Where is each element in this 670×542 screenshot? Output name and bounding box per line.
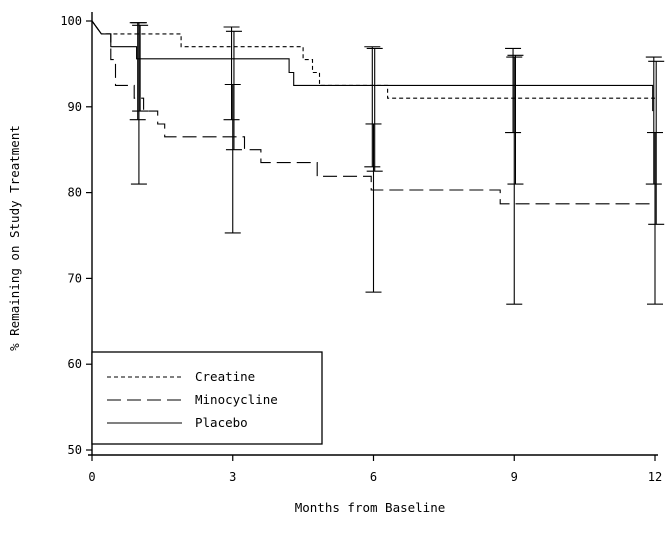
legend: Creatine Minocycline Placebo [91, 351, 323, 445]
error-bar-minocycline [224, 83, 241, 234]
x-axis-label: Months from Baseline [295, 500, 446, 515]
x-tick-label: 12 [648, 470, 662, 484]
error-bar-minocycline [130, 22, 147, 185]
y-tick-label: 80 [68, 186, 82, 200]
y-axis-label: % Remaining on Study Treatment [7, 125, 22, 351]
legend-box [91, 351, 323, 445]
x-tick-label: 0 [88, 470, 95, 484]
y-tick-label: 100 [60, 14, 82, 28]
error-bar-minocycline [365, 123, 382, 293]
error-bar-creatine [645, 56, 662, 185]
y-tick-label: 60 [68, 357, 82, 371]
series-line-creatine [91, 20, 655, 99]
y-tick-label: 70 [68, 271, 82, 285]
legend-label-creatine: Creatine [195, 369, 255, 384]
error-bar-creatine [505, 47, 522, 134]
error-bars [129, 22, 665, 305]
y-tick-label: 50 [68, 443, 82, 457]
legend-label-minocycline: Minocycline [195, 392, 278, 407]
series-line-placebo [91, 20, 654, 112]
error-bar-placebo [132, 24, 149, 112]
legend-label-placebo: Placebo [195, 415, 248, 430]
error-bar-placebo [648, 60, 665, 225]
error-bar-creatine [364, 46, 381, 168]
series-line-minocycline [91, 20, 655, 205]
error-bar-placebo [366, 47, 383, 172]
x-tick-label: 9 [511, 470, 518, 484]
error-bar-placebo [225, 30, 242, 151]
series-lines [91, 20, 655, 205]
y-tick-label: 90 [68, 100, 82, 114]
x-tick-label: 3 [229, 470, 236, 484]
error-bar-minocycline [506, 56, 523, 305]
error-bar-placebo [507, 54, 524, 185]
error-bar-creatine [223, 26, 240, 121]
error-bar-minocycline [647, 131, 663, 305]
x-tick-label: 6 [370, 470, 377, 484]
